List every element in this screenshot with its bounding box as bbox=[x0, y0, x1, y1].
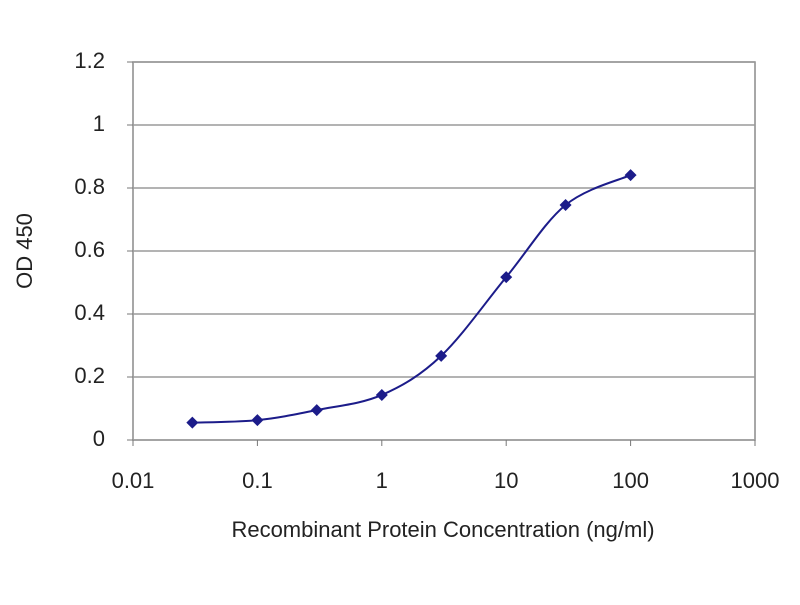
data-point bbox=[624, 169, 637, 182]
x-tick-label: 0.01 bbox=[112, 468, 155, 493]
data-point bbox=[375, 388, 388, 401]
data-point bbox=[500, 271, 513, 284]
y-tick-label: 0.6 bbox=[74, 237, 105, 262]
y-tick-label: 0 bbox=[93, 426, 105, 451]
y-tick-label: 0.2 bbox=[74, 363, 105, 388]
x-tick-label: 1000 bbox=[731, 468, 780, 493]
y-tick-label: 1 bbox=[93, 111, 105, 136]
y-tick-label: 0.4 bbox=[74, 300, 105, 325]
x-tick-label: 1 bbox=[376, 468, 388, 493]
y-tick-label: 1.2 bbox=[74, 48, 105, 73]
data-line bbox=[192, 174, 632, 424]
data-point bbox=[559, 199, 572, 212]
x-tick-label: 100 bbox=[612, 468, 649, 493]
data-point bbox=[310, 404, 323, 417]
data-point bbox=[251, 414, 264, 427]
x-axis-title: Recombinant Protein Concentration (ng/ml… bbox=[231, 517, 654, 542]
data-point bbox=[186, 416, 199, 429]
y-tick-label: 0.8 bbox=[74, 174, 105, 199]
y-axis-title: OD 450 bbox=[12, 213, 37, 289]
x-tick-label: 10 bbox=[494, 468, 518, 493]
x-tick-label: 0.1 bbox=[242, 468, 273, 493]
data-point bbox=[435, 349, 448, 362]
